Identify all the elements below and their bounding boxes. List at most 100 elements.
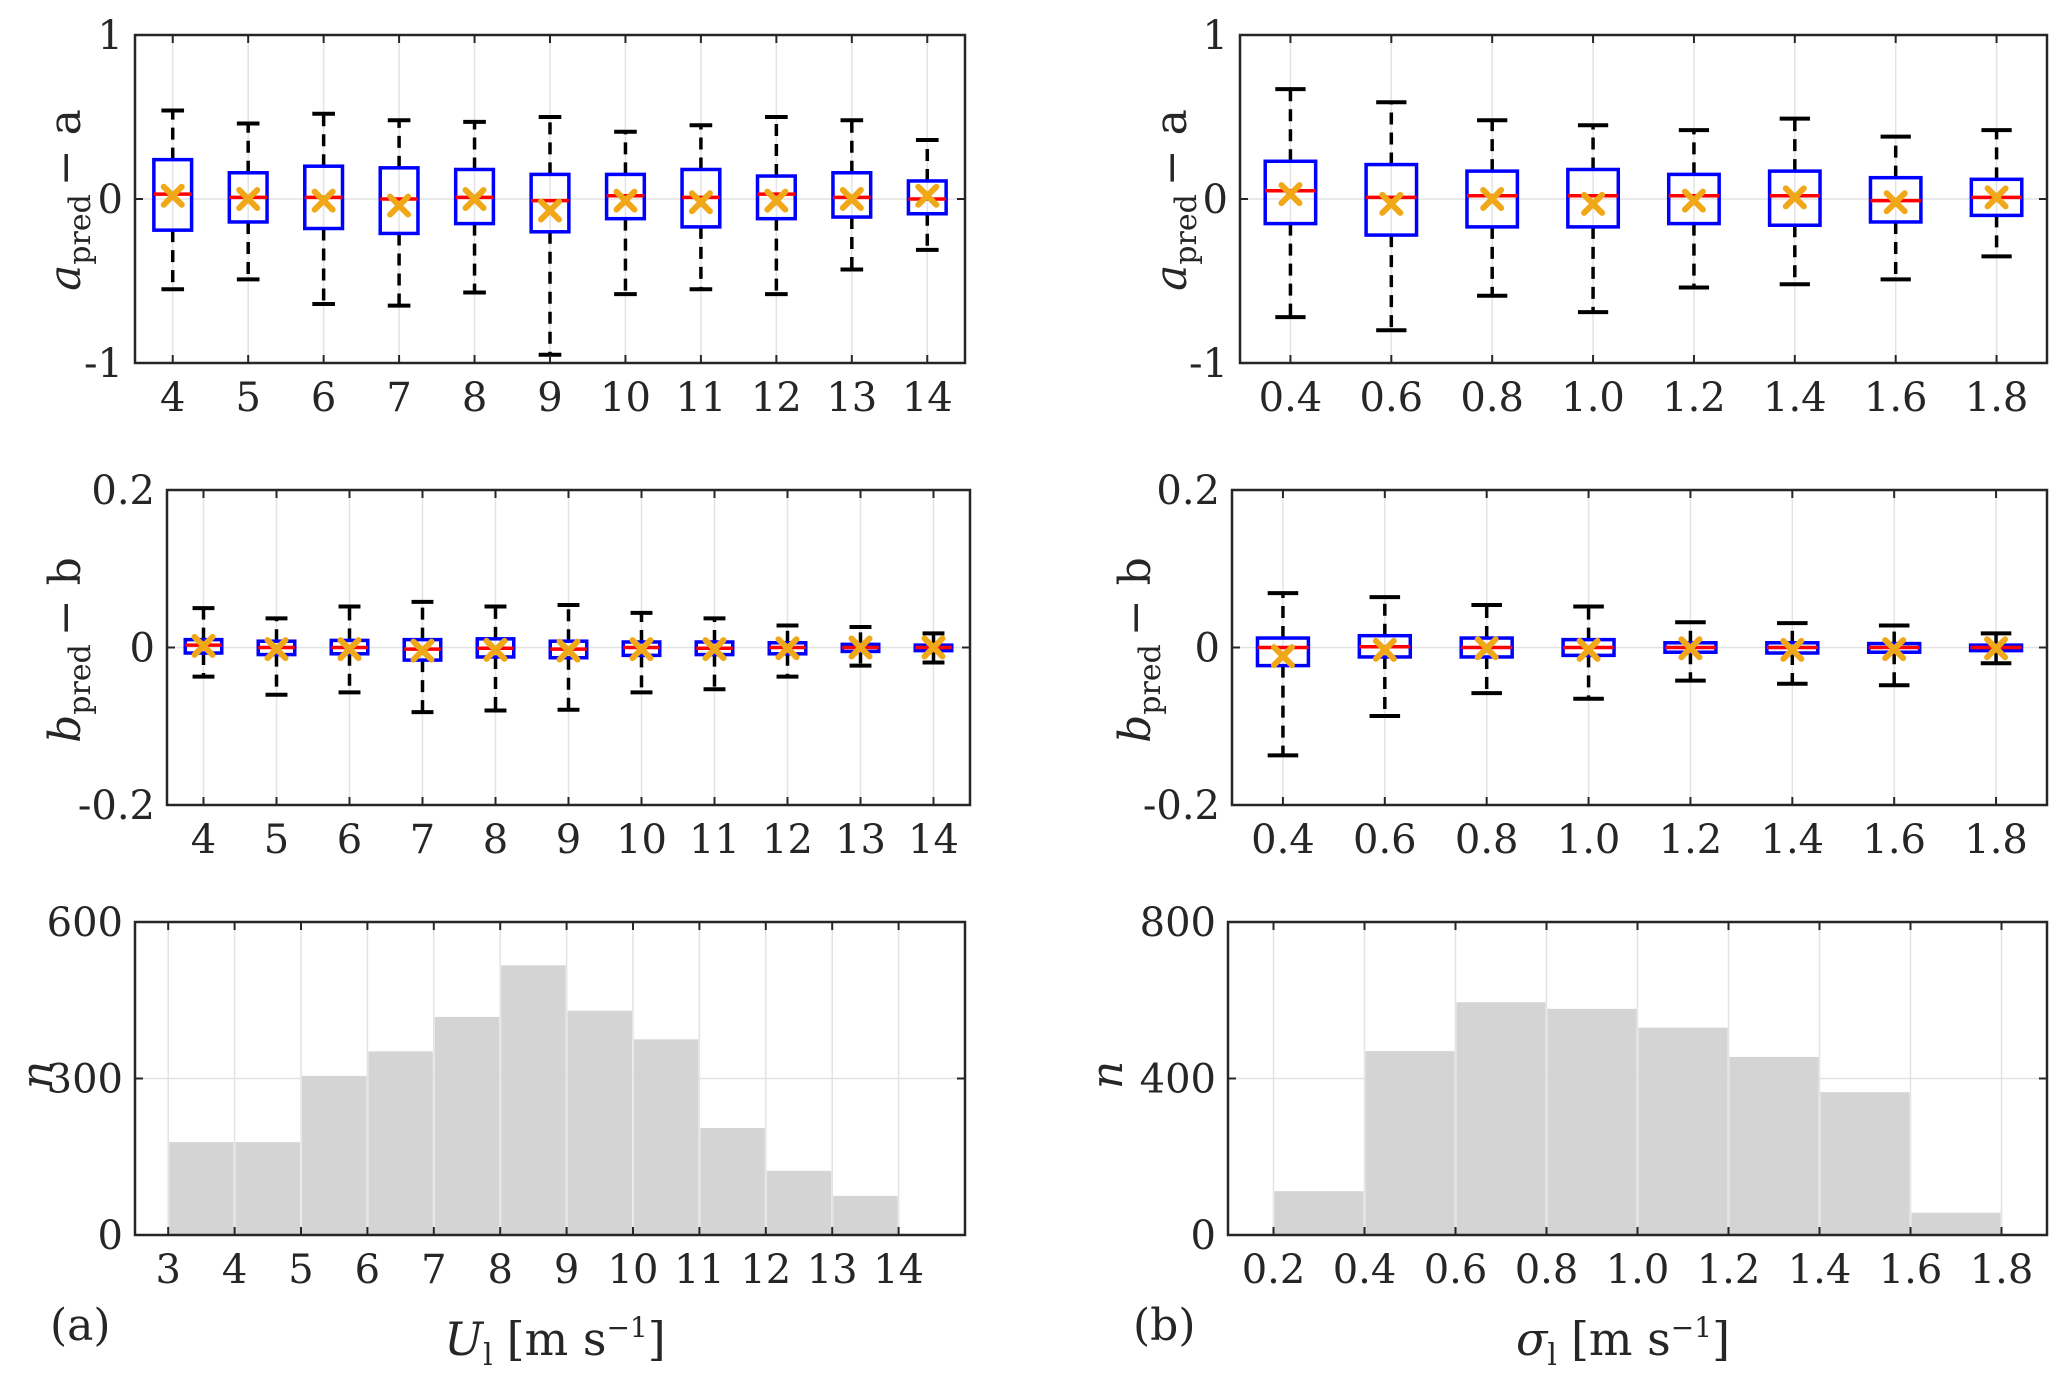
- x-tick-label: 7: [410, 817, 435, 863]
- x-tick-label: 13: [835, 817, 886, 863]
- x-tick-label: 1.2: [1662, 375, 1726, 421]
- mean-marker: [1782, 185, 1807, 210]
- ylabel-n-right: n: [1082, 1061, 1133, 1089]
- ylabel-b-right: bpred− b: [1110, 557, 1168, 743]
- box-1.4: [1765, 621, 1820, 686]
- iqr-box: [1767, 169, 1822, 227]
- x-tick-label: 1.0: [1557, 817, 1621, 863]
- y-tick-label: 0: [98, 1213, 123, 1259]
- iqr-box: [1255, 636, 1311, 668]
- x-tick-label: 10: [608, 1247, 659, 1293]
- box-14: [906, 137, 948, 252]
- iqr-box: [755, 174, 797, 221]
- histogram-bar: [1274, 1191, 1364, 1235]
- box-6: [303, 111, 345, 306]
- x-tick-label: 1.8: [1965, 375, 2029, 421]
- box-10: [621, 610, 662, 695]
- mean-marker: [688, 190, 713, 215]
- y-tick-label: 0: [98, 177, 123, 223]
- y-tick-label: 300: [47, 1057, 123, 1103]
- histogram-bar: [501, 965, 566, 1235]
- histogram-bar: [567, 1010, 632, 1235]
- y-tick-label: 0: [1191, 1213, 1216, 1259]
- box-8: [475, 604, 516, 713]
- mean-marker: [1480, 187, 1505, 211]
- histogram-bar: [368, 1051, 433, 1235]
- y-tick-label: -0.2: [78, 783, 155, 829]
- mean-marker: [311, 188, 336, 213]
- ylabel-b-left: bpred− b: [40, 557, 98, 743]
- x-tick-label: 5: [264, 817, 289, 863]
- panel-label-b: (b): [1133, 1300, 1196, 1351]
- x-tick-label: 14: [908, 817, 959, 863]
- box-plot-b-vs-sigma: 0.4 0.6 0.8 1.0 1.2 1.4 1.6 1.8 -0.2 0 0.2: [1143, 468, 2049, 863]
- x-tick-label: 11: [674, 1247, 725, 1293]
- x-tick-label: 1.0: [1606, 1247, 1670, 1293]
- x-tick-label: 6: [355, 1247, 380, 1293]
- x-tick-label: 14: [902, 375, 953, 421]
- x-tick-label: 0.8: [1455, 817, 1519, 863]
- box-11: [694, 616, 735, 692]
- histogram-bar: [235, 1142, 300, 1235]
- iqr-box: [1666, 172, 1721, 226]
- mean-marker: [848, 635, 873, 660]
- mean-marker: [1270, 644, 1295, 669]
- box-0.4: [1263, 87, 1318, 320]
- iqr-box: [1364, 162, 1419, 237]
- y-tick-label: 0.2: [1156, 468, 1220, 514]
- histogram-bar: [1365, 1051, 1455, 1235]
- histogram-bar: [833, 1195, 898, 1235]
- y-tick-label: 1: [98, 13, 123, 59]
- x-tick-label: 5: [235, 375, 260, 421]
- box-0.8: [1465, 118, 1520, 298]
- x-tick-label: 1.6: [1864, 375, 1928, 421]
- x-tick-label: 4: [160, 375, 185, 421]
- x-tick-label: 1.8: [1964, 817, 2028, 863]
- box-4: [183, 606, 224, 679]
- x-tick-label: 11: [675, 375, 726, 421]
- mean-marker: [483, 637, 508, 662]
- x-tick-label: 0.8: [1460, 375, 1524, 421]
- x-tick-label: 0.2: [1242, 1247, 1306, 1293]
- box-plot-b-vs-u: 4 5 6 7 8 9 10 11 12 13 14 -0.2 0 0.2: [78, 468, 972, 863]
- y-tick-label: 0: [1195, 626, 1220, 672]
- x-tick-label: 14: [873, 1247, 924, 1293]
- x-tick-label: 6: [311, 375, 336, 421]
- mean-marker: [1681, 188, 1706, 213]
- mean-marker: [236, 187, 261, 211]
- mean-marker: [1278, 182, 1303, 207]
- mean-marker: [839, 187, 864, 211]
- box-5: [256, 616, 297, 697]
- x-tick-label: 13: [826, 375, 877, 421]
- x-tick-label: 0.6: [1424, 1247, 1488, 1293]
- mean-marker: [764, 188, 789, 213]
- x-tick-label: 1.4: [1788, 1247, 1852, 1293]
- y-tick-label: 600: [47, 900, 123, 946]
- y-tick-label: 0: [1203, 177, 1228, 223]
- box-0.6: [1364, 100, 1419, 333]
- mean-marker: [462, 187, 487, 211]
- x-tick-label: 8: [487, 1247, 512, 1293]
- x-tick-label: 6: [337, 817, 362, 863]
- mean-marker: [410, 638, 435, 663]
- y-tick-label: 0.2: [91, 468, 155, 514]
- x-tick-label: 3: [155, 1247, 180, 1293]
- box-9: [529, 115, 571, 357]
- mean-marker: [1984, 185, 2009, 210]
- mean-marker: [1984, 636, 2009, 661]
- x-tick-label: 1.4: [1761, 817, 1825, 863]
- x-tick-label: 7: [421, 1247, 446, 1293]
- box-plot-a-vs-sigma: 0.4 0.6 0.8 1.0 1.2 1.4 1.6 1.8 -1 0 1: [1189, 13, 2049, 421]
- box-13: [831, 118, 873, 272]
- xlabel-u: Ul [m s−1]: [444, 1311, 665, 1373]
- ylabel-a-left: apred− a: [40, 109, 98, 291]
- mean-marker: [775, 636, 800, 661]
- box-1.4: [1767, 116, 1822, 287]
- x-tick-label: 11: [689, 817, 740, 863]
- x-tick-label: 1.2: [1659, 817, 1723, 863]
- histogram-bar: [1820, 1092, 1910, 1235]
- x-tick-label: 1.2: [1697, 1247, 1761, 1293]
- x-tick-label: 0.4: [1259, 375, 1323, 421]
- mean-marker: [1474, 636, 1499, 661]
